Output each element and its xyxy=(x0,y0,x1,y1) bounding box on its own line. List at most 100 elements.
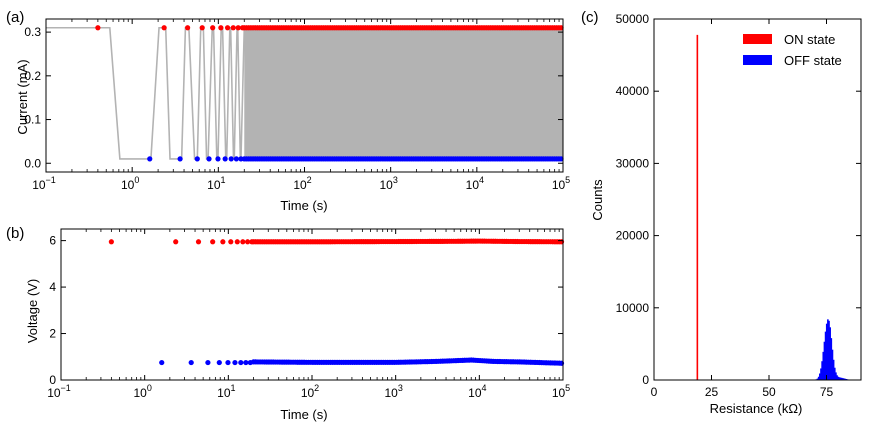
c-ytick-label: 50000 xyxy=(616,12,650,26)
plot-frame xyxy=(60,228,564,381)
panel-a-plot: 10−1 100 101 102 103 104 105 0.0 0.1 0.2 0.3 xyxy=(24,18,570,192)
off-state-bar xyxy=(822,351,825,380)
panel-c-label: (c) xyxy=(581,9,599,26)
on-point xyxy=(210,25,216,31)
panel-b-label: (b) xyxy=(6,225,24,242)
a-xtick-label: 102 xyxy=(293,175,311,192)
legend: ON state OFF state xyxy=(743,32,842,68)
off-point xyxy=(147,156,153,162)
c-xtick-label: 50 xyxy=(762,385,776,399)
panel-a-label: (a) xyxy=(6,9,24,26)
c-xtick-label: 0 xyxy=(651,385,658,399)
a-ytick-label: 0.3 xyxy=(24,25,41,39)
off-state-bar xyxy=(820,368,822,380)
c-ytick-label: 0 xyxy=(642,373,649,387)
off-state-bar xyxy=(843,378,845,380)
off-point xyxy=(206,156,212,162)
off-state-bar xyxy=(825,323,828,380)
on-point xyxy=(235,25,241,31)
b-xtick-label: 101 xyxy=(217,383,235,400)
a-xtick-label: 105 xyxy=(552,175,570,192)
off-state-bar xyxy=(830,338,833,380)
b-ytick-label: 4 xyxy=(49,280,56,294)
on-point xyxy=(95,25,101,31)
off-point xyxy=(222,156,228,162)
on-voltage-point xyxy=(220,239,226,245)
off-state-bar xyxy=(837,376,840,380)
off-state-bar xyxy=(835,372,837,380)
off-point xyxy=(194,156,200,162)
on-voltage-point xyxy=(108,239,114,245)
off-state-bar xyxy=(836,375,838,380)
c-ytick-label: 20000 xyxy=(616,229,650,243)
on-point xyxy=(161,25,167,31)
c-ytick-label: 10000 xyxy=(616,301,650,315)
off-voltage-point xyxy=(159,359,165,366)
off-state-bar xyxy=(840,377,843,380)
on-point xyxy=(558,25,564,31)
b-ytick-label: 0 xyxy=(49,373,56,387)
panel-c-plot: 0 25 50 75 0 10000 20000 30000 40000 50000 xyxy=(616,12,862,399)
off-state-bar xyxy=(816,378,819,380)
panel-a-ylabel: Current (mA) xyxy=(15,59,30,134)
panel-c: (c) Counts Resistance (kΩ) 0 25 50 75 0 10000… xyxy=(581,9,862,416)
a-xtick-label: 103 xyxy=(379,175,397,192)
on-point xyxy=(218,25,224,31)
panel-a-xlabel: Time (s) xyxy=(280,198,327,213)
b-xtick-label: 104 xyxy=(468,383,486,400)
panel-b-xlabel: Time (s) xyxy=(280,407,327,422)
on-voltage-point xyxy=(240,239,246,245)
off-state-bar xyxy=(839,377,842,380)
off-voltage-point xyxy=(188,359,194,366)
panel-b-ylabel: Voltage (V) xyxy=(25,279,40,343)
panel-a: (a) Current (mA) Time (s) 10−1 100 101 102 1… xyxy=(6,9,570,213)
on-point xyxy=(199,25,205,31)
panel-b-plot: 10−1 100 101 102 103 104 105 0 2 4 6 xyxy=(47,228,570,400)
off-state-bar xyxy=(845,378,848,380)
on-voltage-point xyxy=(173,239,179,245)
plot-frame xyxy=(653,18,862,381)
current-band xyxy=(244,27,563,159)
off-point xyxy=(228,156,234,162)
off-voltage-point xyxy=(225,359,231,366)
a-xtick-label: 104 xyxy=(466,175,484,192)
panel-c-xlabel: Resistance (kΩ) xyxy=(710,401,803,416)
on-point xyxy=(185,25,191,31)
a-ytick-label: 0.1 xyxy=(24,113,41,127)
a-ytick-label: 0.2 xyxy=(24,69,41,83)
legend-swatch-on xyxy=(743,34,772,44)
off-state-bar xyxy=(819,373,821,380)
on-voltage-point xyxy=(228,239,234,245)
off-state-bar xyxy=(828,320,830,380)
b-ytick-label: 6 xyxy=(49,234,56,248)
panel-b: (b) Voltage (V) Time (s) 10−1 100 101 102 10… xyxy=(6,225,570,422)
a-ytick-label: 0.0 xyxy=(24,156,41,170)
b-xtick-label: 105 xyxy=(552,383,570,400)
off-state-bar xyxy=(838,377,841,380)
legend-label-off: OFF state xyxy=(784,53,842,68)
off-point xyxy=(215,156,221,162)
off-state-bar xyxy=(844,378,846,380)
off-voltage-point xyxy=(232,359,238,366)
on-voltage-point xyxy=(210,239,216,245)
a-xtick-label: 10−1 xyxy=(32,175,56,192)
off-state-bar xyxy=(817,376,820,380)
b-xtick-label: 103 xyxy=(384,383,402,400)
on-state-bar xyxy=(696,34,699,380)
b-xtick-label: 102 xyxy=(301,383,319,400)
off-state-bar xyxy=(821,361,823,380)
off-state-bar xyxy=(832,359,835,380)
c-ytick-label: 30000 xyxy=(616,156,650,170)
off-voltage-point xyxy=(238,359,244,366)
c-xtick-label: 75 xyxy=(820,385,834,399)
a-xtick-label: 100 xyxy=(121,175,139,192)
panel-c-ylabel: Counts xyxy=(590,179,605,221)
a-xtick-label: 101 xyxy=(207,175,225,192)
on-point xyxy=(224,25,231,31)
off-state-bar xyxy=(829,327,831,380)
off-state-bar xyxy=(831,349,834,380)
off-state-bar xyxy=(833,367,836,380)
on-voltage-point xyxy=(195,239,202,245)
legend-swatch-off xyxy=(743,55,772,65)
